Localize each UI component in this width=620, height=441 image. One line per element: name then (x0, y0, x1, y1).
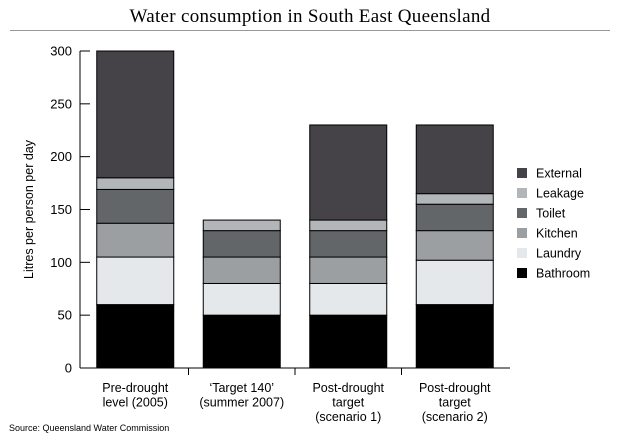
x-tick-label: target (439, 396, 471, 410)
source-note: Source: Queensland Water Commission (9, 423, 170, 433)
y-tick-label: 200 (50, 149, 72, 164)
bar-segment-toilet (415, 203, 494, 232)
y-tick-label: 100 (50, 255, 72, 270)
x-tick-label: (summer 2007) (199, 396, 284, 410)
x-tick-label: (scenario 2) (422, 410, 488, 424)
bar-segment-toilet (96, 188, 175, 224)
x-tick-label: Post-drought (419, 381, 491, 395)
x-tick-label: level (2005) (103, 396, 168, 410)
bar-segment-bathroom (96, 304, 175, 369)
bar-segment-external (415, 124, 494, 195)
bar-segment-leakage (202, 219, 281, 232)
legend-swatch-bathroom (517, 268, 527, 278)
bar-segment-kitchen (96, 222, 175, 258)
title-divider (10, 30, 610, 31)
legend-swatch-laundry (517, 248, 527, 258)
bar-segment-kitchen (202, 256, 281, 284)
bar-segment-laundry (415, 259, 494, 306)
bar-segment-bathroom (415, 304, 494, 369)
legend-swatch-toilet (517, 208, 527, 218)
bar-segment-toilet (202, 230, 281, 258)
y-tick-label: 50 (58, 308, 72, 323)
bar-segment-laundry (202, 282, 281, 316)
bar-segment-external (96, 50, 175, 179)
bar-segment-laundry (96, 256, 175, 306)
y-tick-label: 300 (50, 44, 72, 59)
bar-segment-bathroom (202, 314, 281, 369)
x-tick-label: (scenario 1) (315, 410, 381, 424)
legend-label: External (536, 167, 582, 181)
legend-swatch-leakage (517, 188, 527, 198)
legend-label: Laundry (536, 247, 582, 261)
bar-segment-leakage (415, 193, 494, 205)
bar-segment-kitchen (415, 230, 494, 261)
legend-label: Bathroom (536, 267, 590, 281)
bar-segment-leakage (309, 219, 388, 232)
x-tick-label: Pre-drought (102, 381, 169, 395)
legend-label: Leakage (536, 187, 584, 201)
bar-segment-leakage (96, 177, 175, 190)
x-tick-label: target (332, 396, 364, 410)
bar-segment-external (309, 124, 388, 221)
chart-title: Water consumption in South East Queensla… (129, 6, 491, 27)
x-tick-label: Post-drought (312, 381, 384, 395)
bar-segment-toilet (309, 230, 388, 258)
bar-segment-kitchen (309, 256, 388, 284)
legend-label: Kitchen (536, 227, 578, 241)
bar-segment-bathroom (309, 314, 388, 369)
y-tick-label: 0 (65, 361, 72, 376)
legend-swatch-kitchen (517, 228, 527, 238)
y-axis-label: Litres per person per day (22, 139, 36, 279)
x-tick-label: ‘Target 140’ (209, 381, 274, 395)
legend-swatch-external (517, 168, 527, 178)
bar-segment-laundry (309, 282, 388, 316)
y-tick-label: 150 (50, 202, 72, 217)
legend-label: Toilet (536, 207, 566, 221)
y-tick-label: 250 (50, 96, 72, 111)
